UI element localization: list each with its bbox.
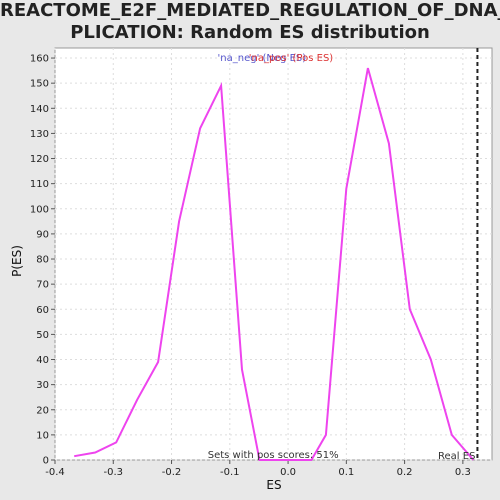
x-tick-label: -0.4 bbox=[45, 467, 65, 478]
y-tick-label: 110 bbox=[30, 179, 49, 190]
x-tick-label: 0.3 bbox=[455, 467, 471, 478]
y-tick-label: 130 bbox=[30, 129, 49, 140]
y-tick-label: 50 bbox=[36, 330, 49, 341]
chart-title-line-1: REACTOME_E2F_MEDIATED_REGULATION_OF_DNA_… bbox=[0, 0, 500, 21]
y-tick-label: 120 bbox=[30, 154, 49, 165]
legend-neg-es: 'na_neg' (Neg ES) bbox=[218, 53, 307, 64]
x-tick-label: -0.3 bbox=[104, 467, 124, 478]
y-tick-label: 20 bbox=[36, 405, 49, 416]
y-tick-label: 150 bbox=[30, 79, 49, 90]
x-axis-ticks: -0.4 -0.3 -0.2 -0.1 0.0 0.1 0.2 0.3 bbox=[45, 460, 471, 478]
y-tick-label: 40 bbox=[36, 355, 49, 366]
x-tick-label: 0.1 bbox=[338, 467, 354, 478]
y-tick-label: 60 bbox=[36, 305, 49, 316]
x-tick-label: 0.0 bbox=[280, 467, 296, 478]
y-tick-label: 10 bbox=[36, 430, 49, 441]
chart-title: REACTOME_E2F_MEDIATED_REGULATION_OF_DNA_… bbox=[0, 0, 500, 44]
y-tick-label: 140 bbox=[30, 104, 49, 115]
y-axis-ticks: 0 10 20 30 40 50 60 70 80 90 100 110 120 130 140 150 160 bbox=[30, 54, 55, 467]
legend-pos-es: 'na_pos' (Pos ES) bbox=[249, 53, 334, 64]
y-tick-label: 30 bbox=[36, 380, 49, 391]
grid-lines bbox=[54, 48, 492, 461]
es-distribution-curve bbox=[74, 67, 475, 461]
plot-area bbox=[54, 47, 493, 461]
real-es-label: Real ES bbox=[438, 451, 475, 462]
y-tick-label: 70 bbox=[36, 280, 49, 291]
chart-title-line-2: PLICATION: Random ES distribution bbox=[70, 22, 430, 43]
pos-scores-annotation: Sets with pos scores: 51% bbox=[208, 450, 339, 461]
x-axis-label: ES bbox=[266, 478, 282, 492]
y-tick-label: 90 bbox=[36, 229, 49, 240]
x-tick-label: -0.1 bbox=[220, 467, 240, 478]
y-tick-label: 0 bbox=[43, 456, 49, 467]
x-tick-label: 0.2 bbox=[397, 467, 413, 478]
x-tick-label: -0.2 bbox=[162, 467, 182, 478]
y-tick-label: 100 bbox=[30, 204, 49, 215]
y-tick-label: 160 bbox=[30, 54, 49, 65]
y-tick-label: 80 bbox=[36, 255, 49, 266]
